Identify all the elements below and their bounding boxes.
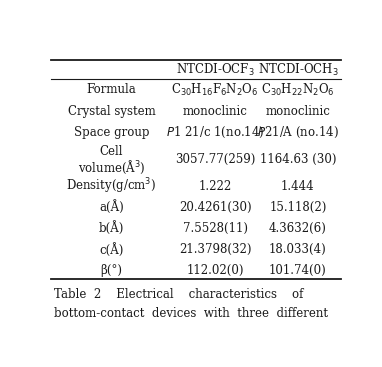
Text: 112.02(0): 112.02(0)	[186, 264, 244, 277]
Text: Crystal system: Crystal system	[68, 105, 155, 118]
Text: Table  2    Electrical    characteristics    of: Table 2 Electrical characteristics of	[53, 288, 303, 301]
Text: Density(g/cm$^3$): Density(g/cm$^3$)	[66, 176, 157, 196]
Text: volume(Å$^3$): volume(Å$^3$)	[78, 159, 145, 176]
Text: NTCDI-OCF$_3$: NTCDI-OCF$_3$	[176, 61, 254, 77]
Text: monoclinic: monoclinic	[265, 105, 330, 118]
Text: bottom-contact  devices  with  three  different: bottom-contact devices with three differ…	[53, 308, 328, 320]
Text: Space group: Space group	[74, 126, 149, 139]
Text: C$_{30}$H$_{16}$F$_6$N$_2$O$_6$: C$_{30}$H$_{16}$F$_6$N$_2$O$_6$	[171, 82, 259, 98]
Text: 21.3798(32): 21.3798(32)	[179, 243, 251, 256]
Text: 7.5528(11): 7.5528(11)	[183, 222, 248, 235]
Text: 1.222: 1.222	[198, 179, 231, 193]
Text: 101.74(0): 101.74(0)	[269, 264, 327, 277]
Text: Formula: Formula	[87, 83, 136, 97]
Text: 1164.63 (30): 1164.63 (30)	[260, 153, 336, 166]
Text: c(Å): c(Å)	[99, 243, 124, 257]
Text: monoclinic: monoclinic	[183, 105, 248, 118]
Text: 20.4261(30): 20.4261(30)	[179, 201, 251, 214]
Text: b(Å): b(Å)	[99, 221, 124, 235]
Text: 3057.77(259): 3057.77(259)	[175, 153, 255, 166]
Text: 1.444: 1.444	[281, 179, 315, 193]
Text: Cell: Cell	[100, 145, 123, 158]
Text: NTCDI-OCH$_3$: NTCDI-OCH$_3$	[257, 61, 338, 77]
Text: $\it{P}$1 21/c 1(no.14): $\it{P}$1 21/c 1(no.14)	[166, 125, 264, 140]
Text: 18.033(4): 18.033(4)	[269, 243, 327, 256]
Text: a(Å): a(Å)	[99, 200, 124, 214]
Text: β(°): β(°)	[100, 264, 122, 277]
Text: 15.118(2): 15.118(2)	[269, 201, 327, 214]
Text: $\it{P}$21/A (no.14): $\it{P}$21/A (no.14)	[257, 125, 339, 140]
Text: C$_{30}$H$_{22}$N$_2$O$_6$: C$_{30}$H$_{22}$N$_2$O$_6$	[261, 82, 335, 98]
Text: 4.3632(6): 4.3632(6)	[269, 222, 327, 235]
